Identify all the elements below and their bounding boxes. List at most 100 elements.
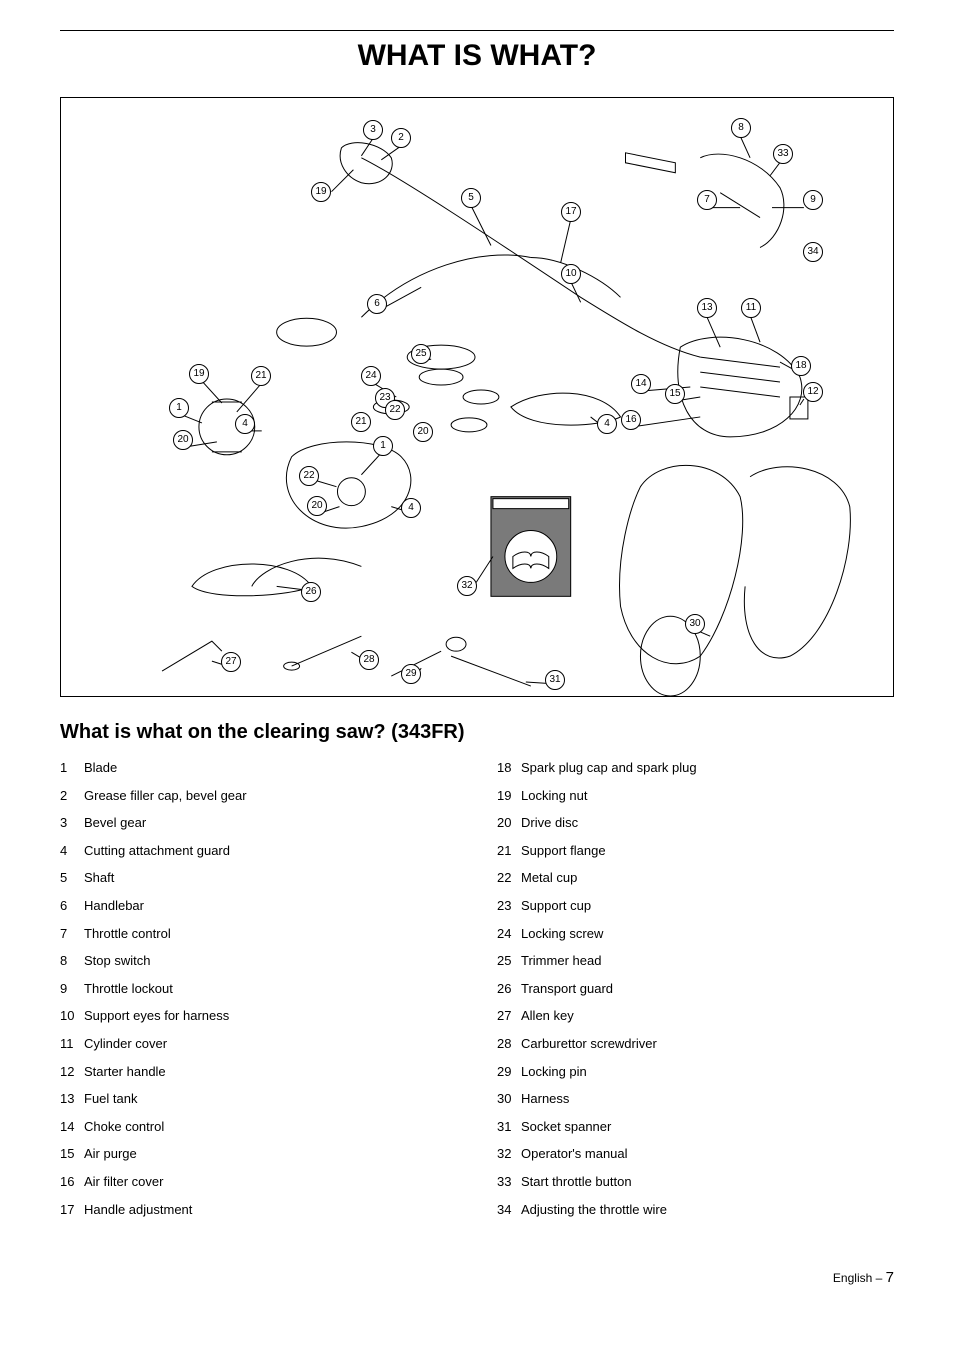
part-label: Shaft — [84, 870, 114, 886]
page: WHAT IS WHAT? — [0, 0, 954, 1326]
part-number: 24 — [497, 926, 521, 942]
part-item: 26Transport guard — [497, 981, 894, 997]
callout-14: 14 — [631, 374, 651, 394]
part-item: 6Handlebar — [60, 898, 457, 914]
part-number: 14 — [60, 1119, 84, 1135]
part-item: 31Socket spanner — [497, 1119, 894, 1135]
part-label: Bevel gear — [84, 815, 146, 831]
part-label: Spark plug cap and spark plug — [521, 760, 697, 776]
footer-page-number: 7 — [886, 1269, 894, 1286]
part-number: 29 — [497, 1064, 521, 1080]
part-item: 8Stop switch — [60, 953, 457, 969]
callout-21: 21 — [351, 412, 371, 432]
callout-8: 8 — [731, 118, 751, 138]
part-item: 25Trimmer head — [497, 953, 894, 969]
callout-4: 4 — [597, 414, 617, 434]
part-label: Operator's manual — [521, 1146, 628, 1162]
callout-17: 17 — [561, 202, 581, 222]
part-label: Locking nut — [521, 788, 588, 804]
callout-12: 12 — [803, 382, 823, 402]
part-label: Carburettor screwdriver — [521, 1036, 657, 1052]
part-item: 1Blade — [60, 760, 457, 776]
callout-18: 18 — [791, 356, 811, 376]
part-label: Starter handle — [84, 1064, 166, 1080]
part-item: 5Shaft — [60, 870, 457, 886]
callout-21: 21 — [251, 366, 271, 386]
callout-4: 4 — [401, 498, 421, 518]
callout-5: 5 — [461, 188, 481, 208]
part-item: 7Throttle control — [60, 926, 457, 942]
part-label: Cylinder cover — [84, 1036, 167, 1052]
part-label: Drive disc — [521, 815, 578, 831]
parts-diagram: 3283319579173410613112518192124141223151… — [60, 97, 894, 697]
part-label: Air purge — [84, 1146, 137, 1162]
part-number: 4 — [60, 843, 84, 859]
part-label: Locking screw — [521, 926, 603, 942]
part-label: Allen key — [521, 1008, 574, 1024]
page-title: WHAT IS WHAT? — [60, 39, 894, 73]
part-item: 16Air filter cover — [60, 1174, 457, 1190]
part-item: 15Air purge — [60, 1146, 457, 1162]
part-item: 14Choke control — [60, 1119, 457, 1135]
part-item: 4Cutting attachment guard — [60, 843, 457, 859]
callout-20: 20 — [173, 430, 193, 450]
part-number: 28 — [497, 1036, 521, 1052]
part-number: 30 — [497, 1091, 521, 1107]
part-number: 27 — [497, 1008, 521, 1024]
callout-9: 9 — [803, 190, 823, 210]
parts-list-left: 1Blade 2Grease filler cap, bevel gear 3Bev… — [60, 760, 457, 1229]
callout-33: 33 — [773, 144, 793, 164]
part-number: 34 — [497, 1202, 521, 1218]
callout-28: 28 — [359, 650, 379, 670]
part-label: Adjusting the throttle wire — [521, 1202, 667, 1218]
part-label: Blade — [84, 760, 117, 776]
part-item: 13Fuel tank — [60, 1091, 457, 1107]
part-number: 6 — [60, 898, 84, 914]
part-label: Support cup — [521, 898, 591, 914]
part-label: Transport guard — [521, 981, 613, 997]
part-label: Throttle control — [84, 926, 171, 942]
part-number: 15 — [60, 1146, 84, 1162]
callout-34: 34 — [803, 242, 823, 262]
part-item: 3Bevel gear — [60, 815, 457, 831]
part-number: 5 — [60, 870, 84, 886]
part-item: 30Harness — [497, 1091, 894, 1107]
part-number: 25 — [497, 953, 521, 969]
callout-19: 19 — [189, 364, 209, 384]
part-item: 24Locking screw — [497, 926, 894, 942]
callout-1: 1 — [373, 436, 393, 456]
part-label: Grease filler cap, bevel gear — [84, 788, 247, 804]
part-label: Air filter cover — [84, 1174, 163, 1190]
part-label: Handlebar — [84, 898, 144, 914]
part-number: 32 — [497, 1146, 521, 1162]
part-label: Fuel tank — [84, 1091, 137, 1107]
callout-26: 26 — [301, 582, 321, 602]
callout-13: 13 — [697, 298, 717, 318]
callout-3: 3 — [363, 120, 383, 140]
footer-sep: – — [876, 1271, 883, 1285]
part-number: 16 — [60, 1174, 84, 1190]
part-item: 11Cylinder cover — [60, 1036, 457, 1052]
part-item: 19Locking nut — [497, 788, 894, 804]
rule-top — [60, 30, 894, 31]
section-subtitle: What is what on the clearing saw? (343FR… — [60, 721, 894, 744]
part-item: 34Adjusting the throttle wire — [497, 1202, 894, 1218]
part-number: 2 — [60, 788, 84, 804]
part-label: Trimmer head — [521, 953, 601, 969]
parts-list-right: 18Spark plug cap and spark plug19Locking… — [497, 760, 894, 1229]
part-number: 8 — [60, 953, 84, 969]
callout-24: 24 — [361, 366, 381, 386]
part-label: Locking pin — [521, 1064, 587, 1080]
callout-4: 4 — [235, 414, 255, 434]
part-number: 12 — [60, 1064, 84, 1080]
callout-20: 20 — [413, 422, 433, 442]
part-number: 21 — [497, 843, 521, 859]
callout-22: 22 — [299, 466, 319, 486]
callout-15: 15 — [665, 384, 685, 404]
callout-29: 29 — [401, 664, 421, 684]
callout-1: 1 — [169, 398, 189, 418]
part-item: 32Operator's manual — [497, 1146, 894, 1162]
part-item: 21Support flange — [497, 843, 894, 859]
callout-27: 27 — [221, 652, 241, 672]
part-number: 19 — [497, 788, 521, 804]
